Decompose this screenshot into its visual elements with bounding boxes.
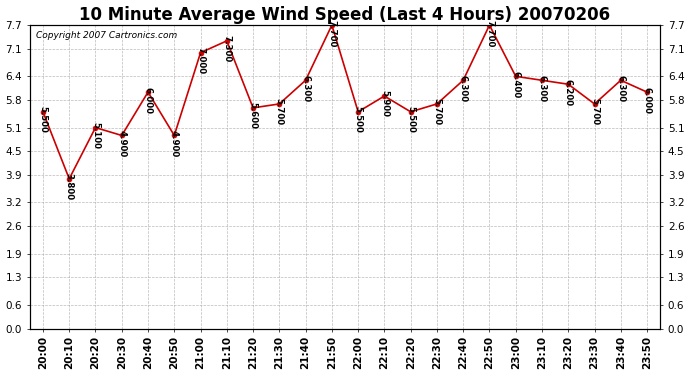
Text: 5.100: 5.100 [91, 122, 100, 149]
Text: 6.300: 6.300 [459, 75, 468, 102]
Text: Copyright 2007 Cartronics.com: Copyright 2007 Cartronics.com [36, 31, 177, 40]
Text: 6.000: 6.000 [144, 87, 152, 114]
Text: 6.400: 6.400 [511, 71, 520, 98]
Text: 3.800: 3.800 [65, 173, 74, 200]
Text: 5.700: 5.700 [590, 98, 599, 126]
Text: 5.900: 5.900 [380, 90, 389, 117]
Text: 4.900: 4.900 [170, 130, 179, 157]
Text: 6.000: 6.000 [642, 87, 651, 114]
Text: 7.300: 7.300 [222, 35, 231, 63]
Text: 5.500: 5.500 [406, 106, 415, 133]
Text: 5.600: 5.600 [248, 102, 257, 129]
Text: 5.500: 5.500 [39, 106, 48, 133]
Text: 7.700: 7.700 [327, 20, 336, 47]
Text: 6.300: 6.300 [538, 75, 546, 102]
Title: 10 Minute Average Wind Speed (Last 4 Hours) 20070206: 10 Minute Average Wind Speed (Last 4 Hou… [79, 6, 611, 24]
Text: 7.000: 7.000 [196, 47, 205, 74]
Text: 6.300: 6.300 [301, 75, 310, 102]
Text: 5.700: 5.700 [433, 98, 442, 126]
Text: 7.700: 7.700 [485, 20, 494, 47]
Text: 5.500: 5.500 [354, 106, 363, 133]
Text: 6.300: 6.300 [616, 75, 625, 102]
Text: 6.200: 6.200 [564, 79, 573, 106]
Text: 5.700: 5.700 [275, 98, 284, 126]
Text: 4.900: 4.900 [117, 130, 126, 157]
